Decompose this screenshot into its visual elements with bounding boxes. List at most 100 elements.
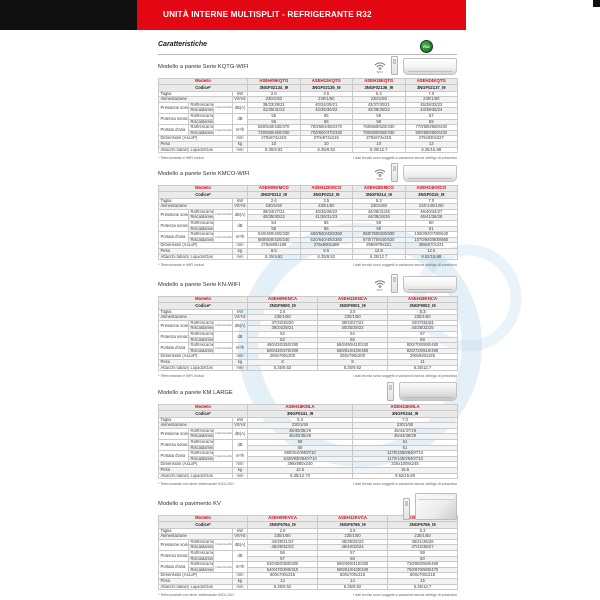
article-code: 3NGF6766_I9 bbox=[387, 521, 459, 529]
spec-table: Modello ASEH09KMCO ASEH12KMCO ASEH18KMCO ASE… bbox=[157, 184, 459, 261]
row-sublabel: Raffrescamento bbox=[188, 124, 214, 131]
table-row: Riscaldamento1020/930/840/7101170/1050/9… bbox=[159, 455, 459, 463]
spec-table: Modello ASEH18KMLA ASEH24KMLA Codice* 3NGF02… bbox=[157, 403, 459, 480]
article-code: 3NGF0244_I9 bbox=[352, 410, 459, 418]
value-cell: 298x970x221 bbox=[404, 242, 459, 250]
row-sublabel: Raffrescamento bbox=[188, 439, 214, 446]
wifi-icon-label: WIFI bbox=[376, 177, 384, 181]
row-unit: dB(A) bbox=[231, 208, 249, 222]
row-label: Portata d'aria bbox=[158, 124, 189, 137]
footnote-left: * Telecomando con timer settimanale INCL… bbox=[158, 481, 234, 486]
table-row: Pressione sonoraRaffrescamento(max/med/m… bbox=[158, 538, 459, 552]
row-unit: V/f/Hz bbox=[231, 533, 249, 540]
row-unit: dB bbox=[231, 439, 249, 452]
table-row: Riscaldamento540/470/390/310580/510/430/… bbox=[159, 566, 459, 574]
value-cell: 230/1/50 bbox=[387, 533, 459, 540]
row-label: Potenza sonora bbox=[158, 439, 189, 452]
value-cell: 5.3 bbox=[387, 527, 459, 535]
row-unit: dB(A) bbox=[231, 538, 249, 552]
wall-unit-image bbox=[403, 165, 457, 182]
row-sublabel: Riscaldamento bbox=[188, 236, 214, 244]
footnote-right: I dati tecnici sono soggetti a variazion… bbox=[353, 262, 457, 267]
row-label: Pressione sonora bbox=[158, 208, 189, 222]
article-code: 3NGF02137_I9 bbox=[404, 84, 459, 92]
model-code: ASEH24KMLA bbox=[352, 403, 459, 412]
value-cell: 47/42/36/27 bbox=[387, 544, 459, 551]
row-sublabel: Riscaldamento bbox=[188, 555, 214, 563]
page-corner-dark bbox=[593, 0, 600, 7]
row-label: Attacchi tubazioni bbox=[158, 583, 189, 591]
row-label: Portata d'aria bbox=[158, 231, 189, 244]
table-header: Modello ASEH18KMLA ASEH24KMLA Codice* 3NGF02… bbox=[157, 403, 459, 418]
row-unit: m³/h bbox=[231, 124, 249, 137]
row-sublabel: Raffrescamento bbox=[188, 550, 214, 557]
value-cell: 6.35/9.52 bbox=[247, 146, 301, 154]
wifi-arcs bbox=[374, 61, 386, 70]
footnotes: * Telecomando con timer settimanale INCL… bbox=[158, 482, 457, 486]
row-label: Attacchi tubazioni bbox=[158, 146, 189, 154]
remote-control-icon bbox=[391, 163, 398, 182]
row-sublabel: Raffrescamento bbox=[188, 231, 214, 238]
value-cell: 6.35/12.70 bbox=[247, 472, 354, 480]
row-label: Portata d'aria bbox=[158, 561, 189, 574]
value-cell: 15 bbox=[387, 578, 459, 585]
row-sublabel: Riscaldamento bbox=[188, 225, 214, 233]
table-row: Modello ASEH18KMLA ASEH24KMLA bbox=[157, 403, 459, 412]
row-sublabel: Raffrescamento bbox=[188, 561, 214, 568]
spec-section-1: Modello a parete Serie KQTG-WIFI WIFI Mode… bbox=[157, 56, 459, 160]
row-sublabel: Raffrescamento bbox=[188, 208, 214, 216]
row-sublabel: Riscaldamento bbox=[188, 444, 214, 452]
value-cell: 770/680/560/430 bbox=[404, 124, 459, 131]
row-unit: mm bbox=[231, 253, 249, 261]
codice-header-cell: Codice* bbox=[157, 410, 249, 418]
row-sublabel: Raffrescamento bbox=[188, 331, 214, 338]
row-unit: kW bbox=[231, 527, 249, 535]
table-body: Taglia kW 2.6 3.5 5.3 Alimentazione V/f/Hz 230/… bbox=[158, 308, 459, 372]
row-note: (max/med/min/sil) bbox=[213, 101, 233, 115]
row-unit: V/f/Hz bbox=[231, 96, 249, 103]
row-label: Attacchi tubazioni bbox=[158, 472, 189, 480]
row-unit: mm bbox=[231, 583, 249, 591]
row-unit: dB(A) bbox=[231, 101, 249, 115]
value-cell: 7.0 bbox=[404, 197, 459, 205]
row-unit: dB bbox=[231, 113, 249, 126]
model-code: ASEH18KNCA bbox=[387, 295, 459, 304]
table-row: Riscaldamento575860 bbox=[159, 555, 459, 563]
modello-header-cell: Modello bbox=[157, 77, 249, 86]
row-sublabel: Riscaldamento bbox=[188, 325, 214, 332]
footnote-left: * Telecomando e WiFi inclusi bbox=[158, 262, 204, 267]
table-row: Riscaldamento55565961 bbox=[159, 225, 459, 233]
table-row: Riscaldamento45/39/32/2346/40/33/2447/42… bbox=[159, 544, 459, 551]
table-header: Modello ASEH09KMCO ASEH12KMCO ASEH18KMCO ASE… bbox=[157, 184, 459, 199]
wifi-icon-label: WIFI bbox=[376, 70, 384, 74]
section-title: Modello a pavimento KV bbox=[158, 501, 221, 507]
table-body: Taglia kW 2.6 3.5 5.3 7.0 Alimentazione V/f/Hz 2… bbox=[158, 197, 459, 261]
value-cell: 60 bbox=[387, 555, 459, 563]
row-note bbox=[213, 220, 233, 233]
table-row: Codice* 3NGF6764_I9 3NGF6765_I9 3NGF6766_I9 bbox=[157, 521, 459, 529]
row-unit: V/f/Hz bbox=[231, 314, 249, 321]
value-cell: 9.52/15.88 bbox=[404, 253, 459, 261]
value-cell: 6.35/12.7 bbox=[352, 146, 406, 154]
table-body: Taglia kW 5.3 7.0 Alimentazione V/f/Hz 230/1/5… bbox=[158, 416, 459, 480]
table-row: Portata d'ariaRaffrescamento(max/med/min… bbox=[158, 231, 459, 244]
row-unit: mm bbox=[231, 242, 249, 250]
row-label: Pressione sonora bbox=[158, 538, 189, 552]
row-unit: m³/h bbox=[231, 561, 249, 574]
value-cell: 6.35/15.88 bbox=[404, 146, 459, 154]
table-row: Attacchi tubazioniLiquido/Gasmm6.35/9.52… bbox=[158, 253, 459, 261]
row-note bbox=[213, 113, 233, 126]
row-unit: dB bbox=[231, 331, 249, 344]
table-row: Attacchi tubazioniLiquido/Gasmm6.35/9.52… bbox=[158, 146, 459, 154]
table-row: Taglia kW 2.6 3.5 5.3 bbox=[158, 527, 459, 535]
wifi-icon: WIFI bbox=[374, 279, 386, 292]
section-icons: WIFI bbox=[374, 56, 457, 75]
r32-badge-label: R32 bbox=[423, 44, 430, 49]
value-cell: 61 bbox=[404, 225, 459, 233]
row-unit: mm bbox=[231, 572, 249, 580]
wall-unit-image bbox=[399, 382, 457, 401]
row-note: (max/med/min/sil) bbox=[213, 208, 233, 222]
footnotes: * Telecomando e WiFi inclusi I dati tecni… bbox=[158, 263, 457, 267]
table-row: Potenza sonoraRaffrescamentodB54555860 bbox=[158, 220, 459, 233]
